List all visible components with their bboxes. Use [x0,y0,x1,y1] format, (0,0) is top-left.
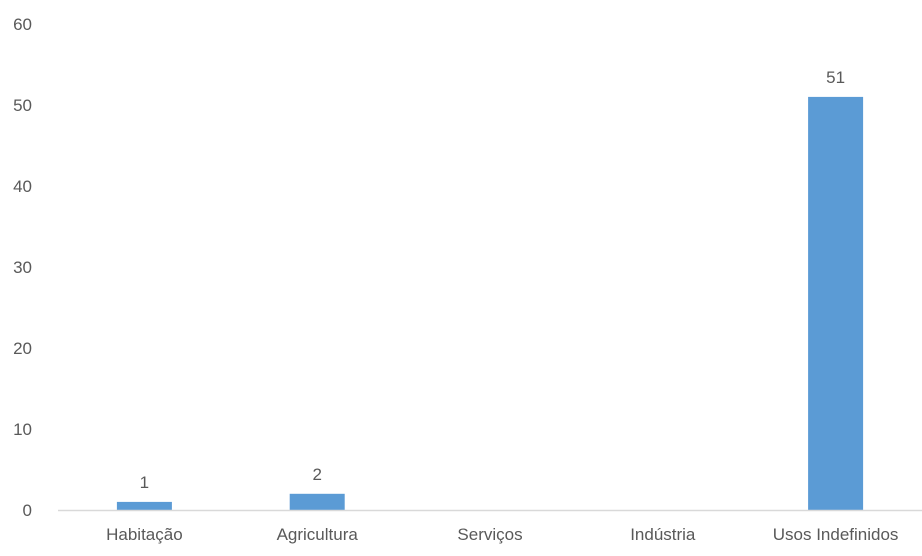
data-label-1: 2 [312,465,321,484]
bar-4 [808,96,864,511]
y-tick-label: 10 [13,420,32,439]
y-tick-label: 50 [13,96,32,115]
x-tick-label-3: Indústria [630,525,696,544]
x-tick-label-4: Usos Indefinidos [773,525,899,544]
x-tick-label-0: Habitação [106,525,183,544]
y-tick-label: 30 [13,258,32,277]
x-tick-label-2: Serviços [457,525,522,544]
bar-1 [289,493,345,510]
x-tick-label-1: Agricultura [277,525,359,544]
bars [116,96,864,511]
y-tick-label: 60 [13,15,32,34]
y-axis-ticks: 0 10 20 30 40 50 60 [13,15,32,520]
x-axis-labels: Habitação Agricultura Serviços Indústria Uso… [106,525,898,544]
y-tick-label: 40 [13,177,32,196]
data-labels: 1 2 51 [140,68,845,492]
y-tick-label: 20 [13,339,32,358]
data-label-0: 1 [140,473,149,492]
data-label-4: 51 [826,68,845,87]
bar-0 [116,501,172,510]
y-tick-label: 0 [23,501,32,520]
